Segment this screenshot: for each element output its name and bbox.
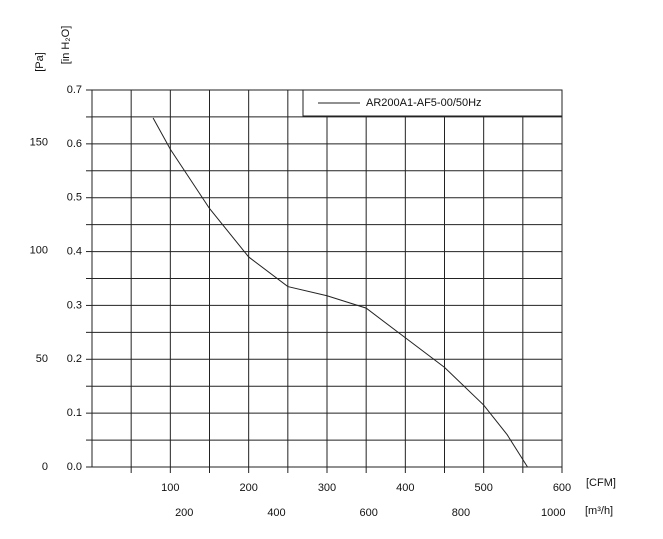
- y-axis-label: [in H₂O]: [60, 26, 72, 65]
- y2-tick-label: 150: [30, 137, 48, 149]
- x-tick-label: 200: [239, 482, 257, 494]
- y2-tick-label: 50: [36, 353, 48, 365]
- x-tick-label: 100: [161, 482, 179, 494]
- x2-tick-label: 1000: [541, 507, 565, 519]
- y-tick-label: 0.7: [67, 84, 82, 96]
- x2-tick-label: 200: [175, 507, 193, 519]
- x-tick-label: 600: [553, 482, 571, 494]
- curve: [152, 117, 528, 468]
- x2-tick-label: 400: [267, 507, 285, 519]
- y2-tick-label: 0: [42, 461, 48, 473]
- y-tick-label: 0.4: [67, 245, 82, 257]
- legend-label: AR200A1-AF5-00/50Hz: [366, 97, 482, 109]
- y-tick-label: 0.5: [67, 192, 82, 204]
- x-tick-label: 400: [396, 482, 414, 494]
- x2-tick-label: 600: [360, 507, 378, 519]
- y-tick-label: 0.3: [67, 299, 82, 311]
- y2-tick-label: 100: [30, 245, 48, 257]
- x-tick-label: 500: [474, 482, 492, 494]
- y-tick-label: 0.0: [67, 461, 82, 473]
- x2-tick-label: 800: [452, 507, 470, 519]
- x-tick-label: 300: [318, 482, 336, 494]
- x2-axis-label: [m³/h]: [585, 505, 613, 517]
- y-tick-label: 0.2: [67, 353, 82, 365]
- y-tick-label: 0.6: [67, 138, 82, 150]
- x-axis-label: [CFM]: [586, 477, 616, 489]
- y2-axis-label: [Pa]: [34, 52, 46, 72]
- y-tick-label: 0.1: [67, 407, 82, 419]
